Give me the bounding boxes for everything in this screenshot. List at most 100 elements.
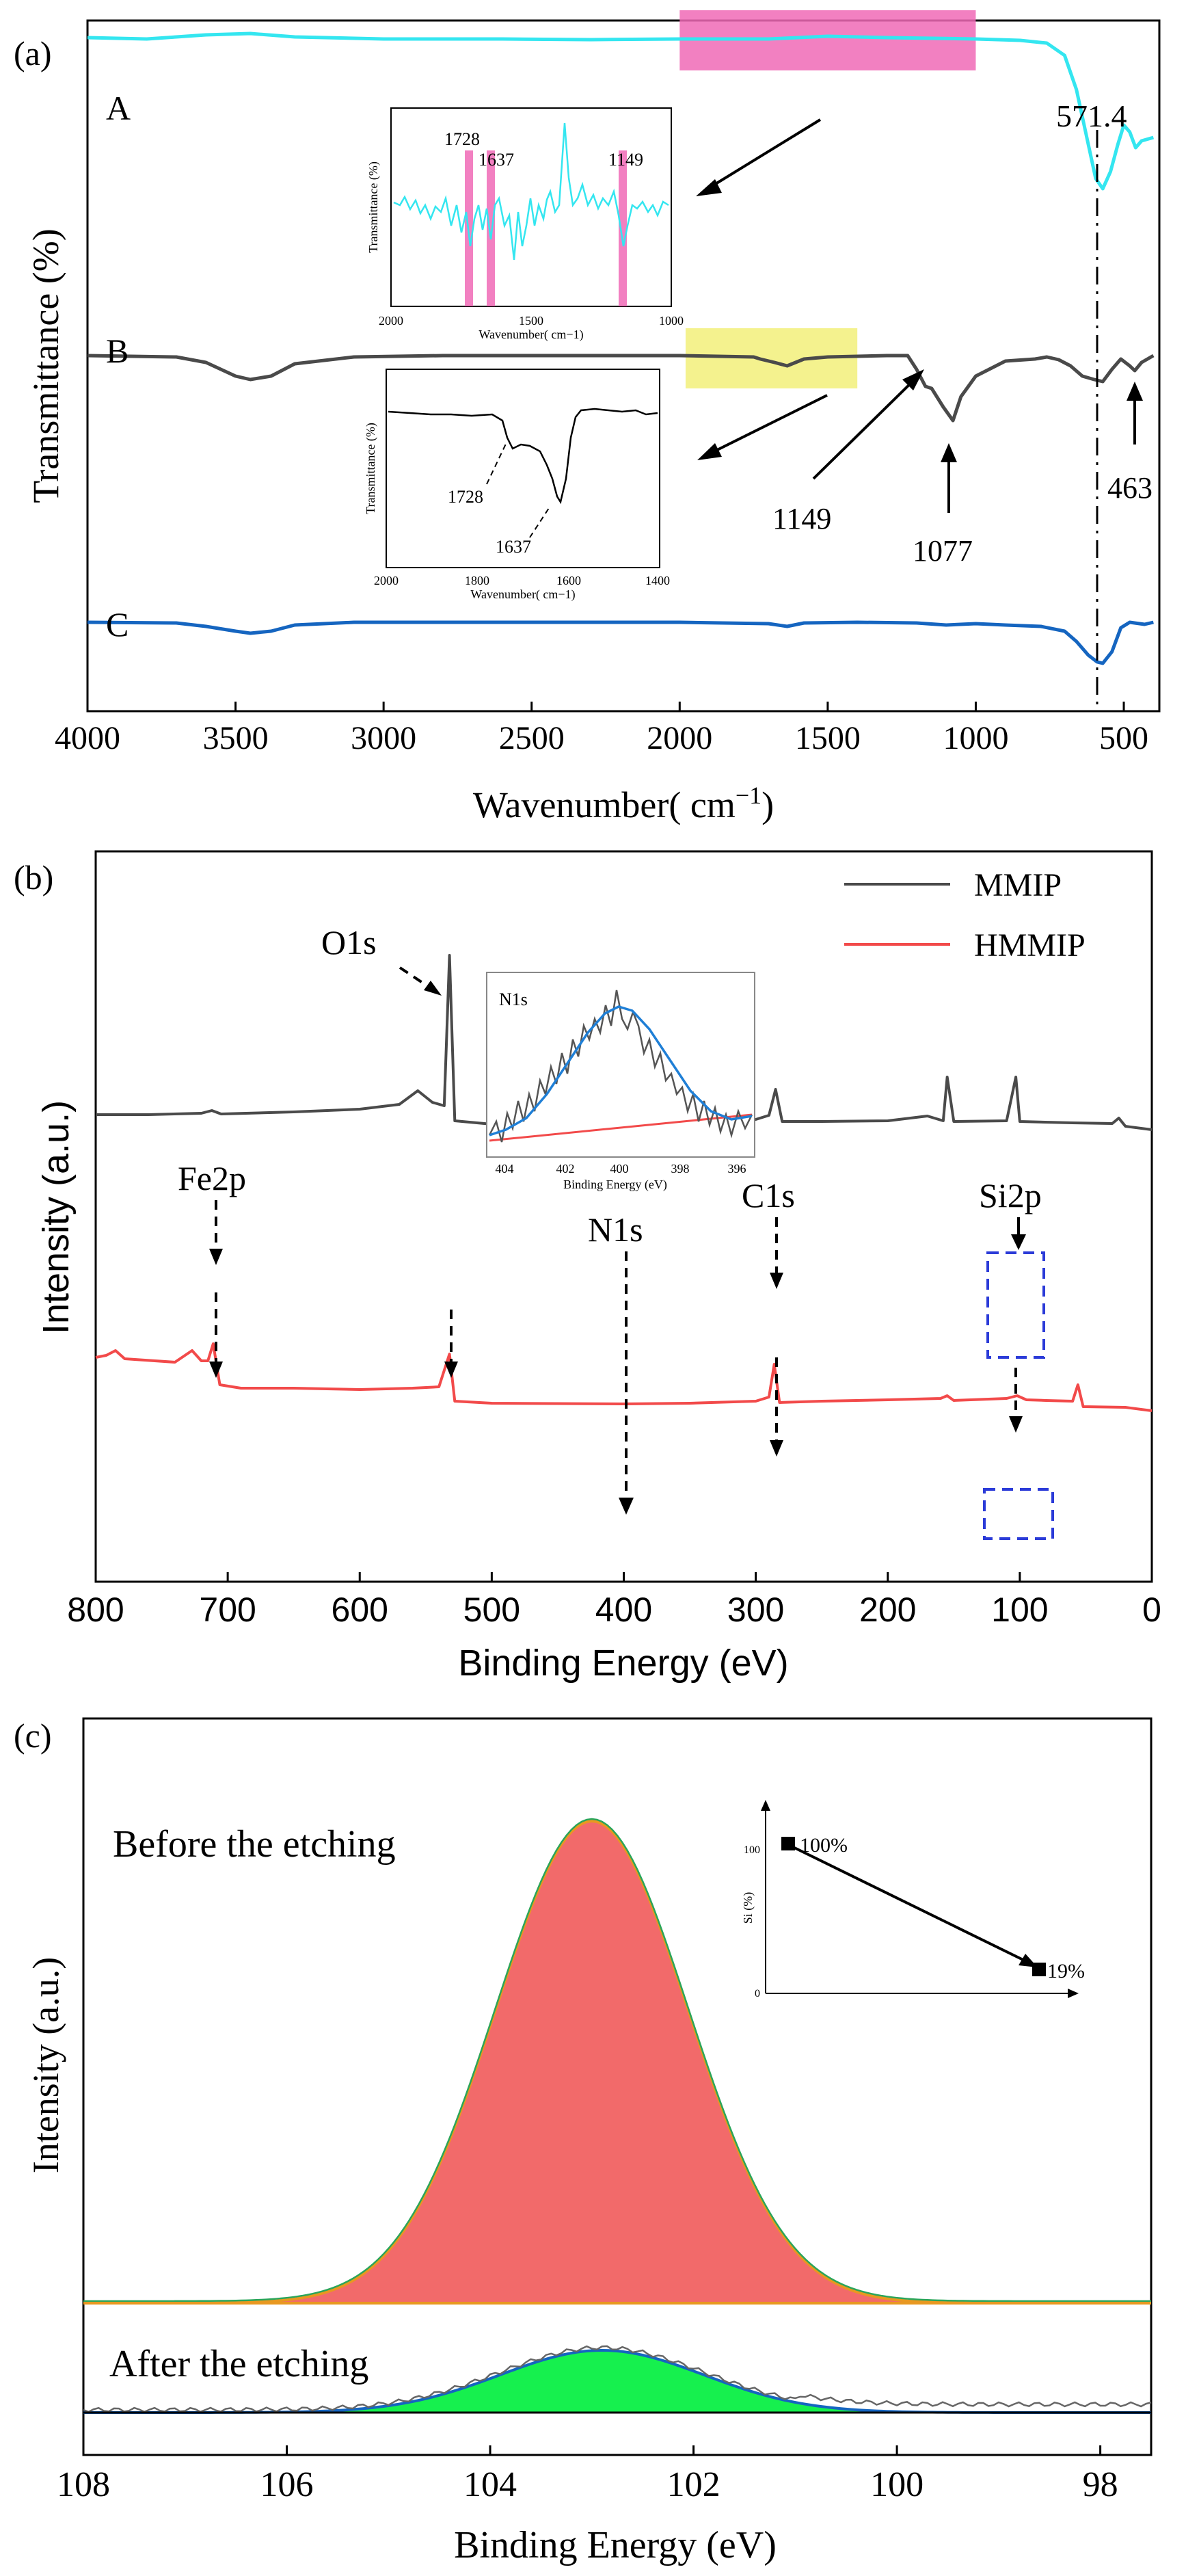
inset-a1-curve bbox=[393, 122, 669, 261]
a-tick-label: 1500 bbox=[795, 720, 861, 756]
panel-a-frame bbox=[86, 19, 1161, 713]
legend-mmip-label: MMIP bbox=[974, 867, 1062, 903]
a-series-b bbox=[87, 354, 1155, 423]
inset-c-label-100: 100% bbox=[800, 1834, 848, 1857]
panel-c-ylabel: Intensity (a.u.) bbox=[25, 1957, 66, 2173]
peak-label-c1s: C1s bbox=[742, 1176, 795, 1214]
peak-label-fe2p: Fe2p bbox=[178, 1159, 246, 1197]
peak-arrowhead-c1s-lower bbox=[770, 1440, 783, 1457]
a-tick-label: 500 bbox=[1099, 720, 1148, 756]
panel-b-xlabel: Binding Energy (eV) bbox=[458, 1643, 788, 1684]
panel-c-frame bbox=[82, 1717, 1153, 2456]
panel-b-series bbox=[95, 954, 1153, 1412]
panel-b-ylabel: Intensity (a.u.) bbox=[36, 1100, 77, 1334]
inset-c-trend-line bbox=[791, 1845, 1029, 1964]
panel-c-series bbox=[83, 1818, 1152, 2414]
inset-b-tick-400: 400 bbox=[610, 1162, 629, 1176]
inset-c-point-100 bbox=[781, 1837, 795, 1850]
c-after-raw bbox=[83, 2345, 1152, 2413]
a-tick-label: 2500 bbox=[499, 720, 565, 756]
inset-c-label-19: 19% bbox=[1047, 1960, 1085, 1982]
inset-a1-band-1637 bbox=[487, 150, 495, 306]
panel-c-ticks: 108 106 104 102 100 98 bbox=[57, 2445, 1118, 2504]
peak-arrowhead-si2p-upper bbox=[1011, 1234, 1026, 1250]
inset-c-ytick-100: 100 bbox=[744, 1844, 760, 1856]
a-tick-label: 1000 bbox=[943, 720, 1008, 756]
peak-arrowhead-c1s-upper bbox=[770, 1273, 783, 1289]
inset-a1-arrowhead bbox=[696, 179, 722, 196]
b-tick-label: 400 bbox=[595, 1591, 652, 1629]
inset-c-ylabel: Si (%) bbox=[741, 1892, 755, 1924]
inset-a2-curve bbox=[388, 408, 658, 505]
inset-a-curve-b: 1728 1637 2000 1800 1600 1400 Wavenumber… bbox=[364, 369, 670, 602]
panel-a-ylabel: Transmittance (%) bbox=[25, 228, 66, 503]
c-tick-label: 108 bbox=[57, 2465, 110, 2504]
inset-a2-tick-1800: 1800 bbox=[465, 574, 489, 587]
peak-arrowhead-o1s-lower bbox=[444, 1362, 458, 1378]
b-series-mmip bbox=[96, 954, 1153, 1131]
a-series-c bbox=[87, 620, 1154, 665]
inset-b-title: N1s bbox=[499, 990, 528, 1009]
si2p-box-hmmip bbox=[983, 1488, 1054, 1540]
b-tick-label: 300 bbox=[727, 1591, 784, 1629]
panel-c-xlabel: Binding Energy (eV) bbox=[454, 2524, 777, 2566]
inset-a2-pointer-1728 bbox=[486, 440, 508, 485]
inset-b-tick-402: 402 bbox=[556, 1162, 575, 1176]
inset-a1-label-1637: 1637 bbox=[479, 150, 514, 170]
peak-arrowhead-o1s-upper bbox=[424, 981, 442, 996]
annotation-1077: 1077 bbox=[913, 534, 973, 568]
peak-arrowhead-fe2p-lower bbox=[209, 1362, 223, 1378]
inset-a2-pointer-1637 bbox=[529, 505, 551, 538]
peak-arrowhead-n1s bbox=[619, 1498, 634, 1515]
inset-a2-arrowhead bbox=[697, 443, 722, 460]
peak-arrowhead-fe2p-upper bbox=[209, 1249, 223, 1265]
peak-arrow-o1s-upper bbox=[399, 966, 432, 990]
a-curve-label-a: A bbox=[106, 89, 131, 127]
inset-b-n1s: N1s 404 402 400 398 396 Binding Energy (… bbox=[486, 972, 755, 1192]
c-after-area bbox=[83, 2350, 1151, 2413]
inset-b-tick-398: 398 bbox=[671, 1162, 690, 1176]
panel-c-label: (c) bbox=[14, 1716, 52, 1755]
a-curve-label-b: B bbox=[106, 332, 129, 370]
peak-arrowhead-si2p-lower bbox=[1009, 1416, 1023, 1433]
a-tick-label: 3500 bbox=[203, 720, 269, 756]
inset-c-point-19 bbox=[1032, 1963, 1046, 1976]
c-tick-label: 106 bbox=[260, 2465, 314, 2504]
inset-c-yaxis-arrow bbox=[761, 1800, 770, 1811]
inset-a1-tick-1000: 1000 bbox=[659, 314, 684, 328]
panel-b-label: (b) bbox=[14, 858, 53, 897]
inset-a1-ylabel: Transmittance (%) bbox=[366, 161, 381, 253]
a-curve-label-c: C bbox=[106, 605, 129, 643]
arrowhead-1077 bbox=[941, 443, 957, 462]
panel-a-series bbox=[87, 10, 1155, 665]
arrowhead-1149 bbox=[902, 369, 924, 390]
c-tick-label: 104 bbox=[463, 2465, 517, 2504]
a-tick-label: 4000 bbox=[55, 720, 120, 756]
c-tick-label: 100 bbox=[870, 2465, 924, 2504]
inset-a1-tick-2000: 2000 bbox=[379, 314, 403, 328]
b-tick-label: 800 bbox=[67, 1591, 124, 1629]
before-etching-label: Before the etching bbox=[113, 1823, 396, 1865]
a-series-a bbox=[87, 31, 1155, 191]
inset-a1-arrow bbox=[704, 118, 822, 191]
c-before-raw bbox=[83, 1818, 1151, 2302]
inset-a2-tick-2000: 2000 bbox=[374, 574, 399, 587]
b-tick-label: 0 bbox=[1142, 1591, 1161, 1629]
b-tick-label: 200 bbox=[859, 1591, 916, 1629]
b-series-hmmip bbox=[95, 1342, 1153, 1412]
inset-a2-tick-1400: 1400 bbox=[645, 574, 670, 587]
inset-b-xlabel: Binding Energy (eV) bbox=[563, 1178, 667, 1192]
inset-a1-tick-1500: 1500 bbox=[519, 314, 543, 328]
panel-c-si2p: (c) 108 106 104 102 100 98 Before the etching… bbox=[14, 1716, 1153, 2566]
panel-a-xlabel-close: ) bbox=[762, 784, 774, 825]
inset-a1-xlabel: Wavenumber( cm−1) bbox=[479, 328, 583, 342]
panel-b-ticks: 800 700 600 500 400 300 200 100 0 bbox=[67, 1572, 1161, 1629]
panel-a-xlabel-sup: −1 bbox=[736, 782, 762, 809]
inset-a2-xlabel: Wavenumber( cm−1) bbox=[470, 587, 575, 602]
arrowhead-463 bbox=[1127, 382, 1143, 401]
panel-a-xlabel-main: Wavenumber( cm bbox=[473, 784, 736, 825]
c-tick-label: 98 bbox=[1083, 2465, 1118, 2504]
peak-label-si2p: Si2p bbox=[979, 1176, 1042, 1214]
b-tick-label: 700 bbox=[199, 1591, 256, 1629]
